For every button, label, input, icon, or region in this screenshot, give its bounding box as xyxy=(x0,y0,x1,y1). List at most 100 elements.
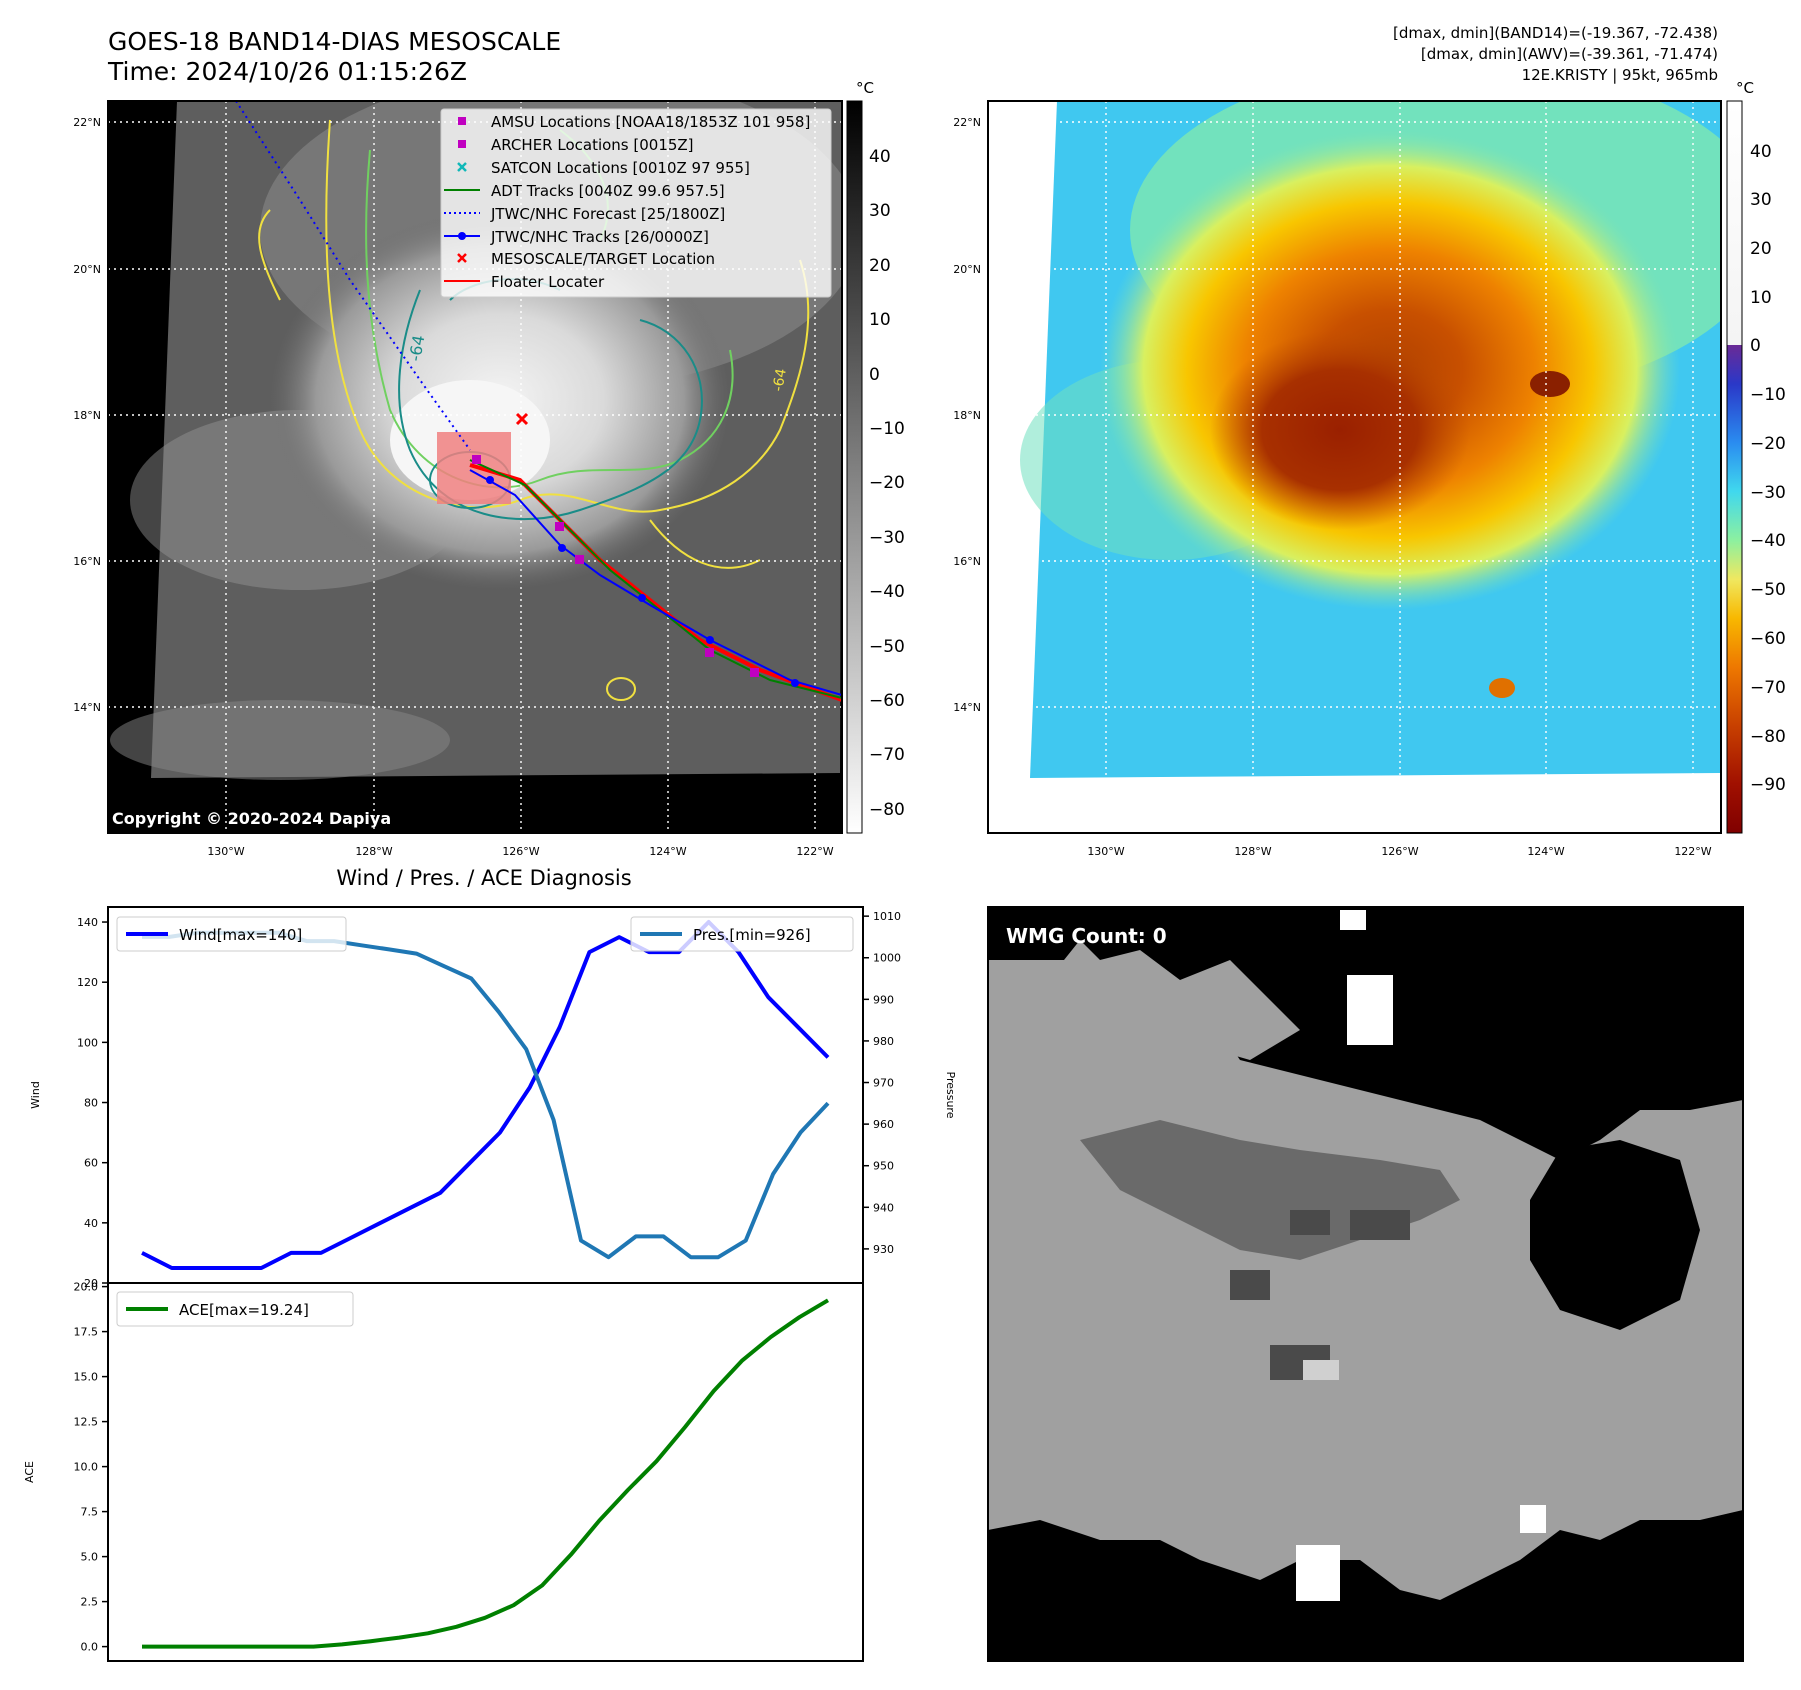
awv-cbar-tick: 10 xyxy=(1750,288,1772,308)
ir-map-frame xyxy=(107,100,843,834)
legend-label-floater: Floater Locater xyxy=(491,273,605,291)
ir-cbar-tick: −50 xyxy=(869,637,905,657)
ace-ylabel: ACE xyxy=(23,1461,36,1483)
legend-box xyxy=(440,108,832,298)
pressure-legend-label: Pres.[min=926] xyxy=(693,926,811,944)
legend-entry-target: MESOSCALE/TARGET Location xyxy=(457,250,715,268)
wind-ytick-label: 60 xyxy=(84,1157,98,1170)
wmg-gray-region-upper xyxy=(1040,940,1300,1060)
legend-entry-archer: ARCHER Locations [0015Z] xyxy=(458,136,694,154)
legend-entry-amsu: AMSU Locations [NOAA18/1853Z 101 958] xyxy=(458,113,810,131)
ir-cbar-tick: 30 xyxy=(869,201,891,221)
ir-colorbar-ticks: 40 30 20 10 0 −10 −20 −30 −40 −50 −60 −7… xyxy=(869,147,905,820)
awv-colorbar-ramp-top xyxy=(1727,101,1742,345)
ir-cbar-tick: 10 xyxy=(869,310,891,330)
awv-storm-core xyxy=(1210,330,1470,530)
figure-title-line2: Time: 2024/10/26 01:15:26Z xyxy=(107,57,467,86)
pressure-ytick-label: 940 xyxy=(873,1201,894,1214)
ir-colorbar: °C 40 30 20 10 0 −10 −20 −30 −40 −50 −60… xyxy=(846,79,905,834)
pressure-ytick-label: 980 xyxy=(873,1035,894,1048)
ir-lon-label: 124°W xyxy=(649,845,686,858)
ir-cbar-tick: 40 xyxy=(869,147,891,167)
ir-cbar-tick: −60 xyxy=(869,691,905,711)
figure-title-line1: GOES-18 BAND14-DIAS MESOSCALE xyxy=(108,27,561,56)
ir-cbar-tick: −30 xyxy=(869,528,905,548)
legend-label-adt: ADT Tracks [0040Z 99.6 957.5] xyxy=(491,182,725,200)
awv-lat-label: 22°N xyxy=(953,116,981,129)
awv-cbar-tick: −30 xyxy=(1750,483,1786,503)
ace-ytick-label: 17.5 xyxy=(74,1326,99,1339)
pressure-legend: Pres.[min=926] xyxy=(630,916,854,952)
wind-pressure-panel: Wind / Pres. / ACE Diagnosis 20 40 60 80 100… xyxy=(29,866,957,1290)
mesoscale-target-marker xyxy=(515,412,529,426)
awv-cbar-tick: −80 xyxy=(1750,727,1786,747)
ir-lat-label: 20°N xyxy=(73,263,101,276)
ace-legend-label: ACE[max=19.24] xyxy=(179,1301,309,1319)
ir-lat-label: 22°N xyxy=(73,116,101,129)
awv-cbar-tick: 20 xyxy=(1750,239,1772,259)
ir-contour-label: -64 xyxy=(405,334,428,363)
awv-lon-label: 130°W xyxy=(1087,845,1124,858)
legend-entry-floater: Floater Locater xyxy=(444,273,605,291)
awv-lat-label: 20°N xyxy=(953,263,981,276)
awv-lon-label: 128°W xyxy=(1234,845,1271,858)
wmg-light-cell xyxy=(1303,1360,1339,1380)
pressure-ytick-label: 960 xyxy=(873,1118,894,1131)
ir-cloud-south xyxy=(110,700,450,780)
awv-cbar-tick: 0 xyxy=(1750,336,1761,356)
ir-lat-label: 16°N xyxy=(73,555,101,568)
ir-colorbar-unit: °C xyxy=(856,79,874,97)
legend-label-forecast: JTWC/NHC Forecast [25/1800Z] xyxy=(490,205,725,223)
wmg-white-cell-1 xyxy=(1347,975,1393,1045)
ir-contour-label-2: -64 xyxy=(770,367,790,392)
ir-cbar-tick: −20 xyxy=(869,473,905,493)
awv-cbar-tick: −40 xyxy=(1750,531,1786,551)
ace-ytick-label: 15.0 xyxy=(74,1371,99,1384)
ir-map-panel: -64 -64 Copyright © 2020-2024 Dapiya AMS… xyxy=(73,79,905,858)
legend-label-amsu: AMSU Locations [NOAA18/1853Z 101 958] xyxy=(491,113,810,131)
ace-ytick-label: 10.0 xyxy=(74,1461,99,1474)
ir-colorbar-ramp xyxy=(846,100,863,834)
ir-cbar-tick: −70 xyxy=(869,745,905,765)
awv-island-cell xyxy=(1489,678,1515,698)
ir-cbar-tick: −40 xyxy=(869,582,905,602)
wmg-panel: WMG Count: 0 xyxy=(987,906,1744,1662)
awv-cell-east xyxy=(1530,371,1570,397)
wind-legend: Wind[max=140] xyxy=(116,916,347,952)
awv-lat-label: 14°N xyxy=(953,701,981,714)
ir-lat-labels: 22°N 20°N 18°N 16°N 14°N xyxy=(73,116,101,714)
wind-yticks: 20 40 60 80 100 120 140 xyxy=(77,916,108,1290)
pressure-ylabel: Pressure xyxy=(944,1072,957,1119)
copyright-text: Copyright © 2020-2024 Dapiya xyxy=(112,809,391,828)
wmg-count-label: WMG Count: 0 xyxy=(1006,924,1167,948)
wind-ylabel: Wind xyxy=(29,1081,42,1109)
awv-map-frame xyxy=(987,100,1722,834)
ace-plot-frame xyxy=(107,1282,864,1662)
wind-legend-box xyxy=(116,916,347,952)
awv-cbar-tick: −50 xyxy=(1750,580,1786,600)
awv-lon-label: 126°W xyxy=(1381,845,1418,858)
pressure-ytick-label: 1000 xyxy=(873,952,901,965)
ace-ytick-label: 20.0 xyxy=(74,1281,99,1294)
ace-yticks: 0.0 2.5 5.0 7.5 10.0 12.5 15.0 17.5 20.0 xyxy=(74,1281,108,1654)
awv-colorbar-frame xyxy=(1726,100,1743,834)
ir-lon-label: 126°W xyxy=(502,845,539,858)
ir-lon-label: 130°W xyxy=(207,845,244,858)
wind-ytick-label: 80 xyxy=(84,1097,98,1110)
info-line-2: [dmax, dmin](AWV)=(-39.361, -71.474) xyxy=(1421,45,1718,63)
pressure-legend-box xyxy=(630,916,854,952)
awv-colorbar: °C 40 30 20 10 0 −10 −20 −30 −40 −50 −60… xyxy=(1726,79,1786,834)
wind-legend-label: Wind[max=140] xyxy=(179,926,302,944)
awv-lon-labels: 130°W 128°W 126°W 124°W 122°W xyxy=(1087,845,1711,858)
amsu-archer-markers xyxy=(472,455,759,677)
ace-ytick-label: 12.5 xyxy=(74,1416,99,1429)
awv-cbar-tick: −90 xyxy=(1750,775,1786,795)
awv-lon-label: 124°W xyxy=(1527,845,1564,858)
wind-ytick-label: 100 xyxy=(77,1036,98,1049)
ace-legend: ACE[max=19.24] xyxy=(116,1291,354,1327)
legend-entry-adt: ADT Tracks [0040Z 99.6 957.5] xyxy=(444,182,725,200)
ir-island-contour xyxy=(606,677,636,701)
legend-entry-tracks: JTWC/NHC Tracks [26/0000Z] xyxy=(444,228,709,246)
awv-cbar-tick: −10 xyxy=(1750,385,1786,405)
